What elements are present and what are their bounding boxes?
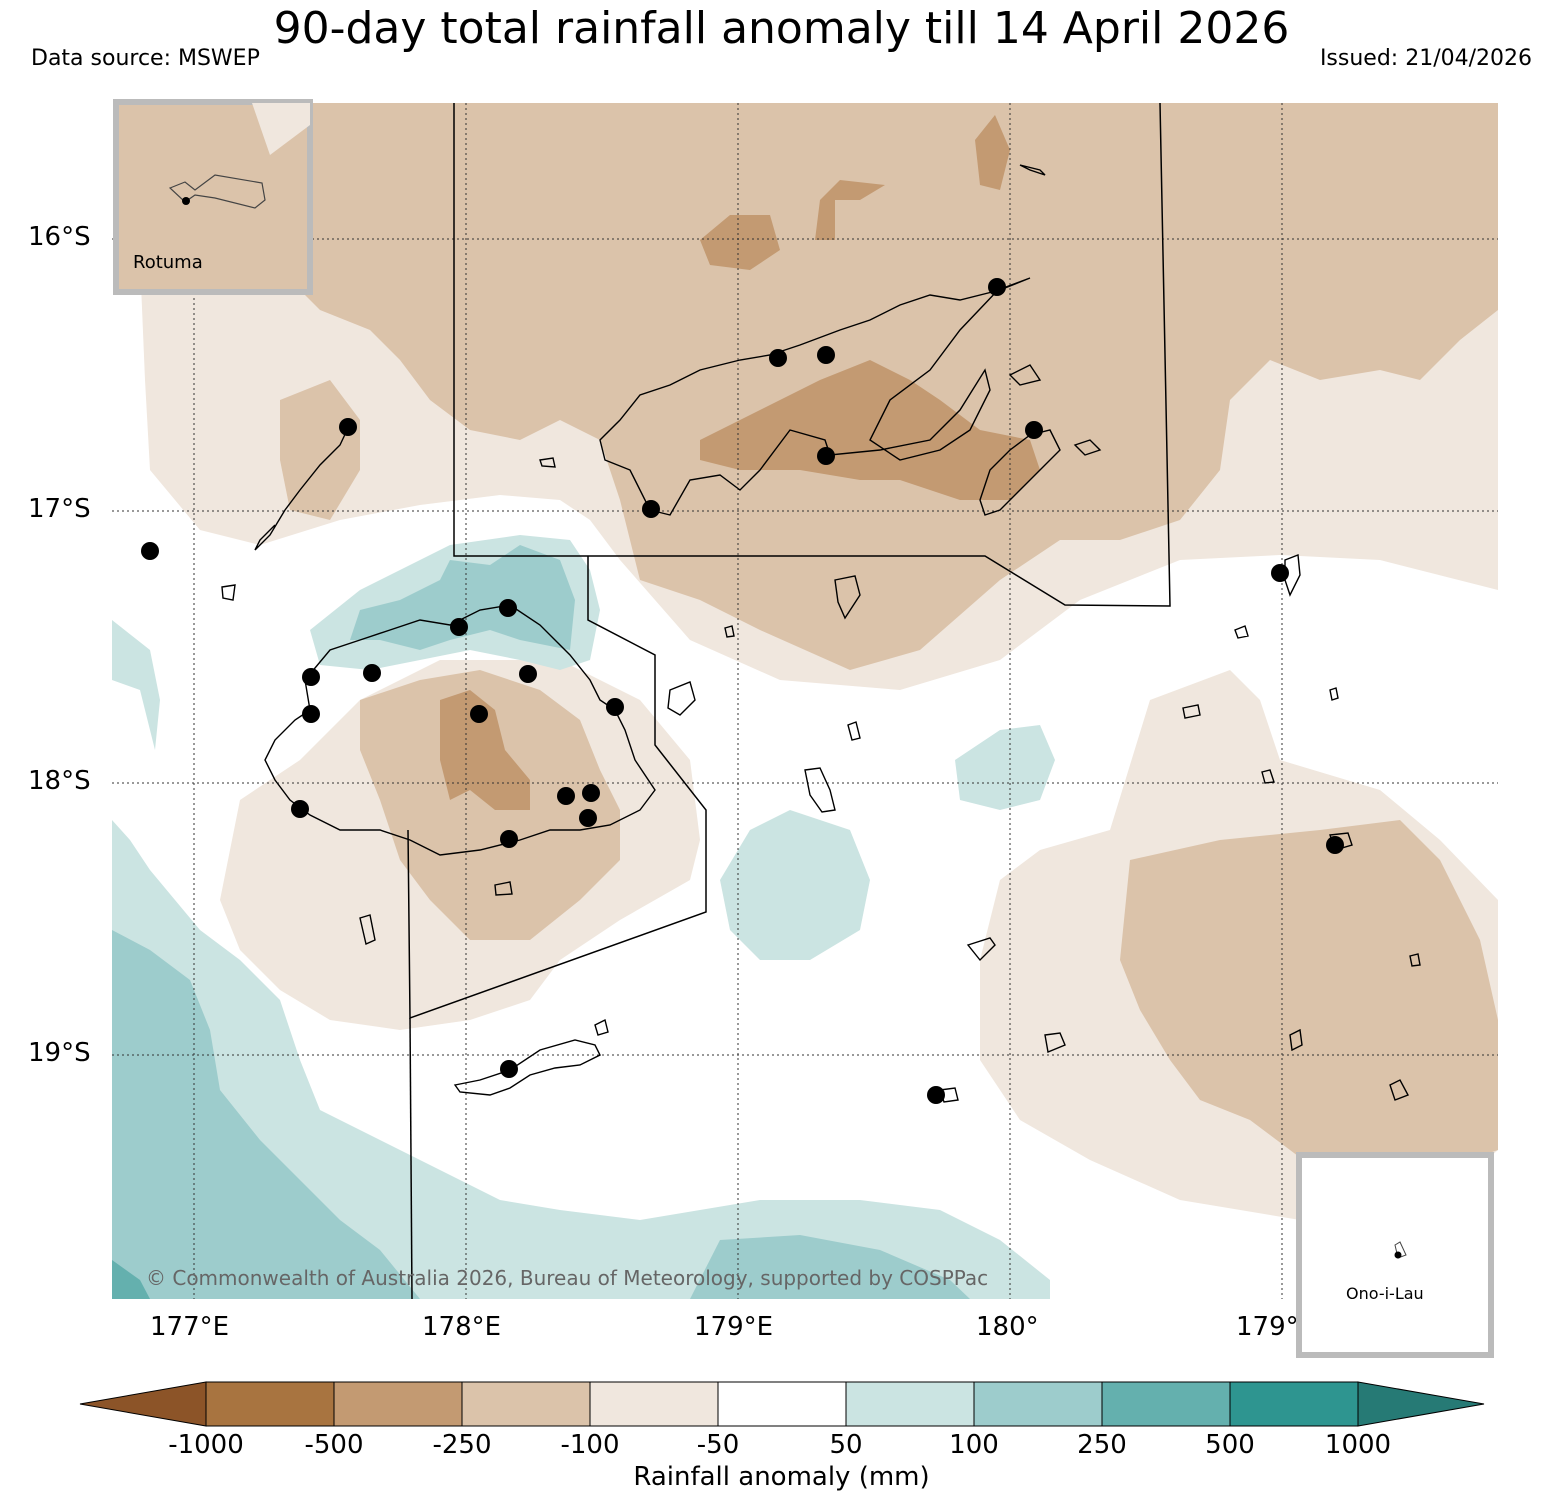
colorbar-segment — [717, 1381, 847, 1427]
station-marker — [339, 418, 357, 436]
lon-label-177e: 177°E — [150, 1312, 230, 1342]
lat-label-16s: 16°S — [28, 222, 91, 252]
station-marker — [579, 809, 597, 827]
anomaly-region-mid-teal-north — [350, 545, 575, 650]
lon-label-178e: 178°E — [422, 1312, 502, 1342]
colorbar-segment — [845, 1381, 975, 1427]
station-marker — [557, 787, 575, 805]
colorbar-extend-low — [79, 1381, 207, 1427]
colorbar-segment — [1101, 1381, 1231, 1427]
colorbar-label: -100 — [560, 1430, 620, 1460]
anomaly-region-mid-brown-east — [1120, 820, 1498, 1180]
station-marker — [141, 542, 159, 560]
map-title: 90-day total rainfall anomaly till 14 Ap… — [273, 3, 1290, 54]
station-marker — [817, 447, 835, 465]
colorbar — [79, 1381, 1485, 1427]
anomaly-region-light-teal-east — [955, 725, 1055, 810]
lat-label-17s: 17°S — [28, 494, 91, 524]
station-markers — [141, 278, 1344, 1104]
station-marker — [519, 665, 537, 683]
lon-label-179e: 179°E — [694, 1312, 774, 1342]
colorbar-segment — [461, 1381, 591, 1427]
station-marker — [302, 668, 320, 686]
station-marker — [606, 698, 624, 716]
lon-label-180: 180° — [976, 1312, 1039, 1342]
division-boundaries — [407, 102, 1171, 1300]
anomaly-region-light-teal-center — [720, 810, 870, 960]
station-marker — [642, 500, 660, 518]
anomaly-region-mid-brown-west — [280, 380, 360, 520]
station-marker — [363, 664, 381, 682]
station-marker — [500, 830, 518, 848]
anomaly-region-dark-brown-patch1 — [700, 215, 780, 270]
copyright-notice: © Commonwealth of Australia 2026, Bureau… — [146, 1266, 989, 1290]
station-marker — [500, 1060, 518, 1078]
station-marker — [988, 278, 1006, 296]
colorbar-label: 1000 — [1324, 1430, 1392, 1460]
colorbar-segment — [973, 1381, 1103, 1427]
colorbar-label: 500 — [1205, 1430, 1255, 1460]
colorbar-label: -500 — [304, 1430, 364, 1460]
colorbar-label: -50 — [696, 1430, 740, 1460]
issued-date-label: Issued: 21/04/2026 — [1319, 46, 1532, 71]
lat-label-19s: 19°S — [28, 1038, 91, 1068]
anomaly-region-dark-brown-vanua — [700, 360, 1040, 500]
colorbar-extend-high — [1357, 1381, 1485, 1427]
colorbar-label: -1000 — [168, 1430, 244, 1460]
station-marker — [1025, 421, 1043, 439]
station-marker — [817, 346, 835, 364]
station-marker — [291, 800, 309, 818]
station-marker — [1326, 836, 1344, 854]
anomaly-region-mid-teal-sw-dark — [112, 1260, 150, 1299]
colorbar-label: 250 — [1077, 1430, 1127, 1460]
station-marker — [1271, 564, 1289, 582]
colorbar-segment — [1229, 1381, 1359, 1427]
station-marker — [470, 705, 488, 723]
colorbar-label: -250 — [432, 1430, 492, 1460]
anomaly-region-dark-brown-vitilevu — [440, 690, 530, 810]
anomaly-region-dark-brown-patch3 — [815, 180, 885, 240]
anomaly-region-mid-teal-south — [690, 1235, 970, 1299]
anomaly-region-dark-brown-patch2 — [975, 115, 1010, 190]
station-marker — [302, 705, 320, 723]
colorbar-segment — [589, 1381, 719, 1427]
station-marker — [582, 784, 600, 802]
rotuma-inset — [113, 99, 313, 295]
anomaly-region-light-teal-west — [112, 620, 160, 750]
colorbar-segment — [205, 1381, 335, 1427]
lon-label-179w: 179° — [1236, 1312, 1296, 1342]
colorbar-segment — [333, 1381, 463, 1427]
station-marker — [769, 349, 787, 367]
ono-i-lau-inset — [1296, 1152, 1494, 1358]
station-marker — [927, 1086, 945, 1104]
station-marker — [450, 618, 468, 636]
station-marker — [499, 599, 517, 617]
data-source-label: Data source: MSWEP — [31, 46, 260, 71]
anomaly-region-light-teal-southwest — [112, 820, 1050, 1299]
colorbar-label: 100 — [949, 1430, 999, 1460]
rotuma-label: Rotuma — [133, 252, 203, 273]
anomaly-region-mid-teal-southwest — [112, 930, 420, 1299]
colorbar-label: 50 — [829, 1430, 863, 1460]
colorbar-title: Rainfall anomaly (mm) — [633, 1462, 930, 1492]
ono-i-lau-label: Ono-i-Lau — [1346, 1284, 1424, 1303]
lat-label-18s: 18°S — [28, 766, 91, 796]
